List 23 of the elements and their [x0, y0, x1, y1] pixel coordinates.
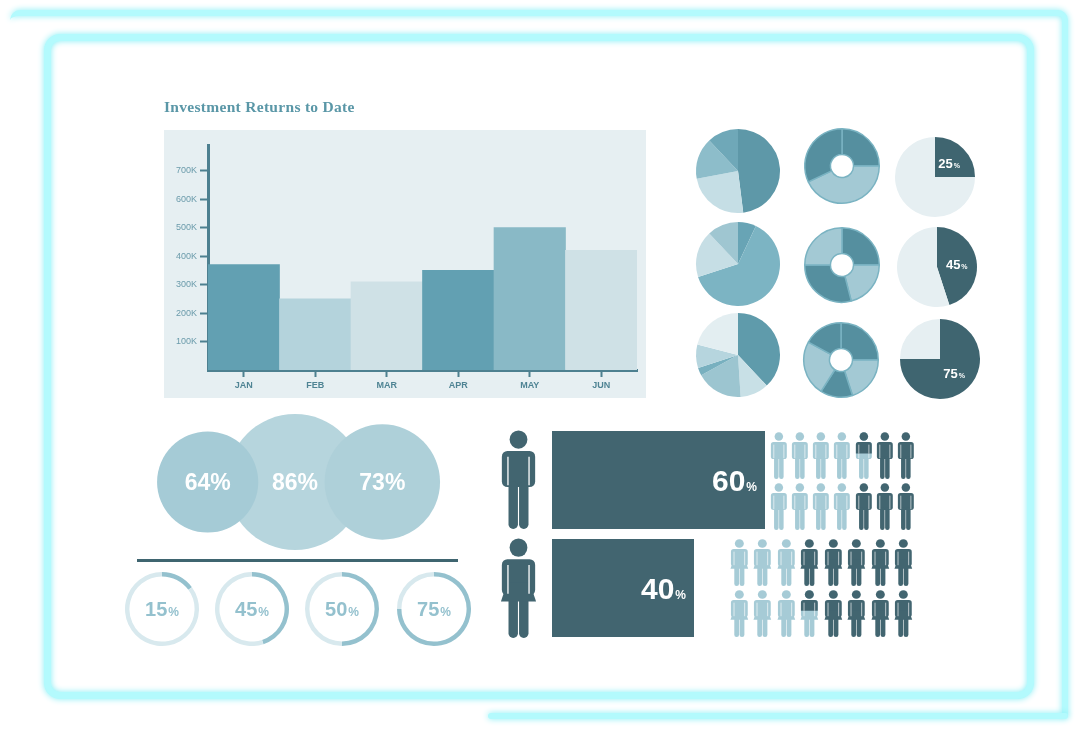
data-label: 64%: [184, 469, 231, 496]
data-label: 86%: [271, 469, 319, 496]
y-tick-label: 100K: [175, 336, 197, 346]
y-tick-label: 700K: [175, 165, 197, 176]
text: 75%: [417, 598, 452, 621]
y-tick-label: 600K: [175, 193, 197, 204]
x-tick-label: MAY: [520, 379, 540, 390]
x-tick-label: APR: [448, 379, 469, 390]
text: 15%: [145, 598, 180, 621]
chart-title: Investment Returns to Date: [164, 97, 355, 117]
x-tick-label: MAR: [376, 379, 398, 390]
text: 45%: [235, 598, 270, 621]
y-tick-label: 300K: [175, 279, 197, 290]
data-label: 40%: [640, 571, 687, 605]
data-label: 73%: [359, 469, 406, 496]
text: 50%: [325, 598, 360, 621]
y-tick-label: 400K: [175, 250, 197, 261]
y-tick-label: 200K: [175, 307, 197, 318]
y-tick-label: 500K: [175, 222, 197, 233]
x-tick-label: JAN: [234, 379, 253, 390]
x-tick-label: FEB: [306, 379, 325, 390]
data-label: 60%: [711, 463, 758, 497]
x-tick-label: JUN: [592, 379, 611, 390]
